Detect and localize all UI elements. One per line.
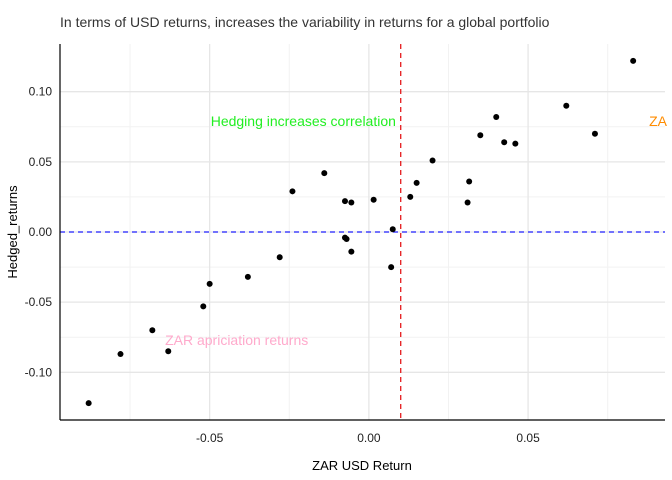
data-point	[370, 196, 377, 203]
y-axis-title: Hedged_returns	[5, 185, 20, 279]
reference-lines	[60, 44, 665, 420]
data-point	[563, 102, 570, 109]
tick-labels: -0.05 0.00 0.05 -0.10 -0.05 0.00 0.05 0.10	[25, 85, 540, 445]
data-point	[85, 400, 92, 407]
data-point	[389, 226, 396, 233]
data-point	[244, 273, 251, 280]
y-tick-label: 0.05	[29, 155, 53, 169]
annotations: Hedging increases correlation ZAR apricia…	[165, 113, 668, 348]
data-point	[117, 351, 124, 358]
y-tick-label: -0.05	[25, 295, 53, 309]
y-tick-label: 0.00	[29, 225, 53, 239]
chart-title: In terms of USD returns, increases the v…	[60, 14, 550, 30]
data-points	[85, 57, 637, 407]
data-point	[321, 170, 328, 177]
data-point	[149, 327, 156, 334]
data-point	[429, 157, 436, 164]
data-point	[348, 248, 355, 255]
x-tick-label: 0.05	[516, 431, 540, 445]
data-point	[388, 264, 395, 271]
data-point	[276, 254, 283, 261]
x-tick-label: -0.05	[196, 431, 224, 445]
annotation-label: Hedging increases correlation	[211, 113, 396, 129]
data-point	[289, 188, 296, 195]
axes	[59, 44, 665, 421]
data-point	[591, 130, 598, 137]
annotation-label: ZA	[649, 113, 668, 129]
data-point	[348, 199, 355, 206]
y-tick-label: 0.10	[29, 85, 53, 99]
data-point	[165, 348, 172, 355]
data-point	[413, 179, 420, 186]
data-point	[343, 236, 350, 243]
x-tick-label: 0.00	[357, 431, 381, 445]
annotation-label: ZAR apriciation returns	[165, 332, 308, 348]
data-point	[630, 57, 637, 64]
data-point	[466, 178, 473, 185]
x-axis-title: ZAR USD Return	[312, 458, 412, 473]
data-point	[464, 199, 471, 206]
data-point	[493, 113, 500, 120]
y-tick-label: -0.10	[25, 365, 53, 379]
data-point	[512, 140, 519, 147]
data-point	[206, 280, 213, 287]
data-point	[477, 132, 484, 139]
data-point	[200, 303, 207, 310]
data-point	[341, 198, 348, 205]
data-point	[501, 139, 508, 146]
data-point	[407, 193, 414, 200]
